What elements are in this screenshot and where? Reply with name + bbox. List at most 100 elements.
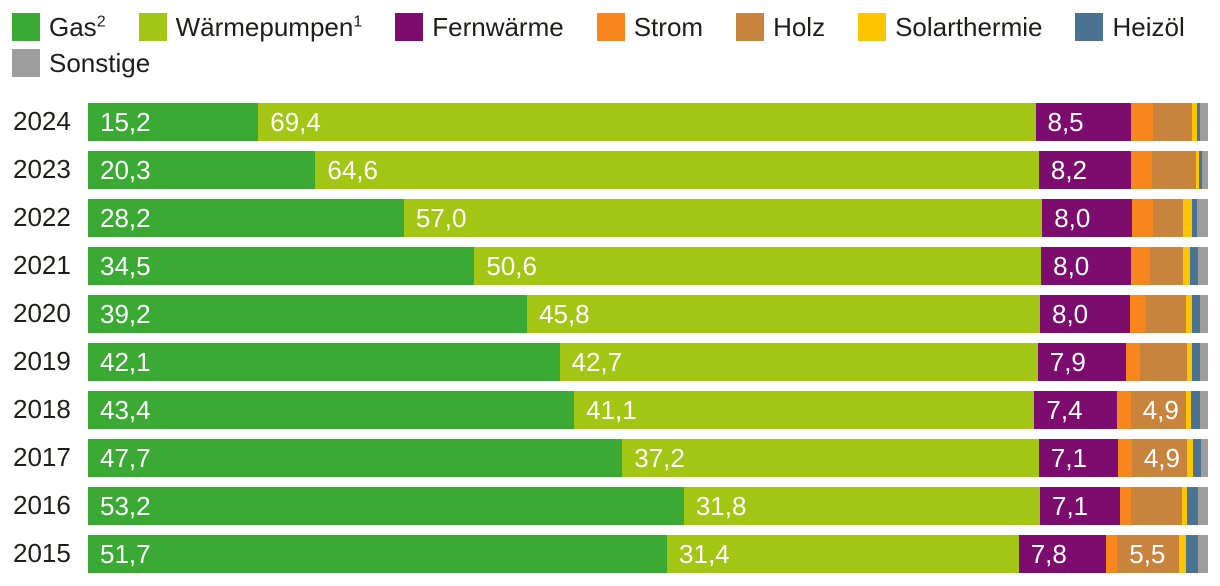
segment-value-label: 42,1: [100, 347, 151, 377]
segment-value-label: 37,2: [634, 443, 685, 473]
bar-segment-sonstige: [1202, 151, 1208, 189]
bar-segment-holz: [1151, 151, 1196, 189]
bar-segment-fernwaerme: 7,1: [1039, 487, 1120, 525]
year-label: 2015: [13, 538, 71, 568]
segment-value-label: 39,2: [100, 299, 151, 329]
bar-segment-sonstige: [1200, 295, 1208, 333]
year-label: 2016: [13, 490, 71, 520]
bar-segment-sonstige: [1200, 103, 1208, 141]
segment-value-label: 31,8: [695, 491, 747, 521]
bar-segment-heizoel: [1190, 247, 1198, 285]
segment-value-label: 20,3: [100, 155, 151, 185]
bar-segment-gas: 42,1: [88, 343, 560, 381]
segment-value-label: 8,0: [1051, 299, 1089, 329]
segment-value-label: 31,4: [679, 539, 730, 569]
legend-label-fernwaerme: Fernwärme: [432, 12, 564, 42]
bar-segment-strom: [1130, 247, 1150, 285]
year-label: 2024: [13, 106, 71, 136]
bar-2016: 53,2 31,8 7,1: [88, 487, 1208, 525]
year-label: 2020: [13, 298, 71, 328]
bar-segment-heizoel: [1196, 103, 1201, 141]
bar-segment-solarthermie: [1186, 439, 1194, 477]
bar-row-2020: 2020 39,2 45,8 8,0: [0, 295, 1220, 333]
bar-segment-waermepumpen: 45,8: [527, 295, 1040, 333]
bar-segment-solarthermie: [1185, 391, 1192, 429]
bar-segment-waermepumpen: 37,2: [622, 439, 1039, 477]
bar-segment-gas: 47,7: [88, 439, 623, 477]
bar-segment-heizoel: [1191, 391, 1201, 429]
bar-row-2024: 2024 15,2 69,4 8,5: [0, 103, 1220, 141]
year-label: 2023: [13, 154, 71, 184]
stacked-bar-chart: 2024 15,2 69,4 8,5 2023 20,3 64,6 8,2 2022 28,2 57…: [0, 103, 1220, 583]
segment-value-label: 50,6: [486, 251, 537, 281]
bar-segment-solarthermie: [1183, 247, 1191, 285]
segment-value-label: 5,5: [1129, 539, 1166, 569]
bar-segment-waermepumpen: 57,0: [403, 199, 1043, 237]
bar-segment-waermepumpen: 41,1: [574, 391, 1035, 429]
segment-value-label: 28,2: [100, 203, 151, 233]
bar-segment-heizoel: [1186, 487, 1198, 525]
bar-segment-waermepumpen: 64,6: [315, 151, 1039, 189]
bar-2017: 47,7 37,2 7,1 4,9: [88, 439, 1208, 477]
legend-item-sonstige: Sonstige: [12, 48, 150, 78]
segment-value-label: 69,4: [270, 107, 321, 137]
bar-segment-fernwaerme: 8,0: [1041, 247, 1131, 285]
segment-value-label: 45,8: [539, 299, 590, 329]
bar-segment-solarthermie: [1178, 535, 1186, 573]
bar-segment-sonstige: [1197, 247, 1208, 285]
bar-row-2018: 2018 43,4 41,1 7,4 4,9: [0, 391, 1220, 429]
holz-swatch-icon: [736, 13, 765, 41]
legend-label-waermepumpen: Wärmepumpen1: [175, 12, 363, 42]
strom-swatch-icon: [596, 13, 625, 41]
segment-value-label: 7,1: [1050, 443, 1088, 473]
bar-row-2019: 2019 42,1 42,7 7,9: [0, 343, 1220, 381]
footnote-marker: 1: [353, 13, 363, 31]
bar-2023: 20,3 64,6 8,2: [88, 151, 1208, 189]
legend-item-strom: Strom: [596, 12, 703, 42]
segment-value-label: 8,5: [1047, 107, 1084, 137]
bar-row-2015: 2015 51,7 31,4 7,8 5,5: [0, 535, 1220, 573]
bar-segment-holz: [1153, 199, 1184, 237]
solarthermie-swatch-icon: [858, 13, 887, 41]
bar-segment-fernwaerme: 7,8: [1018, 535, 1107, 573]
bar-segment-sonstige: [1197, 487, 1208, 525]
segment-value-label: 51,7: [100, 539, 151, 569]
bar-segment-holz: 5,5: [1117, 535, 1179, 573]
bar-segment-strom: [1106, 535, 1118, 573]
legend-label-gas: Gas2: [49, 12, 106, 42]
segment-value-label: 4,9: [1143, 443, 1180, 473]
legend: Gas2 Wärmepumpen1 Fernwärme Strom Holz Solart…: [12, 12, 1218, 84]
bar-segment-strom: [1119, 487, 1131, 525]
segment-value-label: 7,9: [1049, 347, 1086, 377]
segment-value-label: 34,5: [100, 251, 151, 281]
bar-segment-solarthermie: [1185, 295, 1193, 333]
legend-item-fernwaerme: Fernwärme: [395, 12, 564, 42]
segment-value-label: 7,8: [1030, 539, 1067, 569]
sonstige-swatch-icon: [12, 49, 40, 77]
footnote-marker: 2: [96, 13, 106, 31]
bar-2022: 28,2 57,0 8,0: [88, 199, 1208, 237]
legend-item-gas: Gas2: [12, 12, 106, 42]
legend-row: Gas2 Wärmepumpen1 Fernwärme Strom Holz Solart…: [12, 12, 1218, 42]
bar-segment-strom: [1118, 439, 1132, 477]
segment-value-label: 7,4: [1046, 395, 1083, 425]
legend-item-solarthermie: Solarthermie: [858, 12, 1042, 42]
segment-value-label: 53,2: [100, 491, 151, 521]
bar-segment-sonstige: [1200, 391, 1208, 429]
bar-segment-strom: [1130, 103, 1154, 141]
bar-2018: 43,4 41,1 7,4 4,9: [88, 391, 1208, 429]
bar-segment-holz: [1153, 103, 1193, 141]
segment-value-label: 43,4: [100, 395, 151, 425]
bar-segment-gas: 15,2: [88, 103, 259, 141]
legend-item-heizoel: Heizöl: [1075, 12, 1185, 42]
year-label: 2019: [13, 346, 71, 376]
bar-segment-waermepumpen: 42,7: [559, 343, 1038, 381]
legend-item-holz: Holz: [736, 12, 825, 42]
bar-segment-gas: 53,2: [88, 487, 684, 525]
bar-2015: 51,7 31,4 7,8 5,5: [88, 535, 1208, 573]
bar-segment-strom: [1126, 343, 1140, 381]
bar-segment-gas: 34,5: [88, 247, 475, 285]
segment-value-label: 64,6: [327, 155, 378, 185]
bar-segment-fernwaerme: 8,0: [1039, 295, 1130, 333]
segment-value-label: 8,2: [1050, 155, 1088, 185]
